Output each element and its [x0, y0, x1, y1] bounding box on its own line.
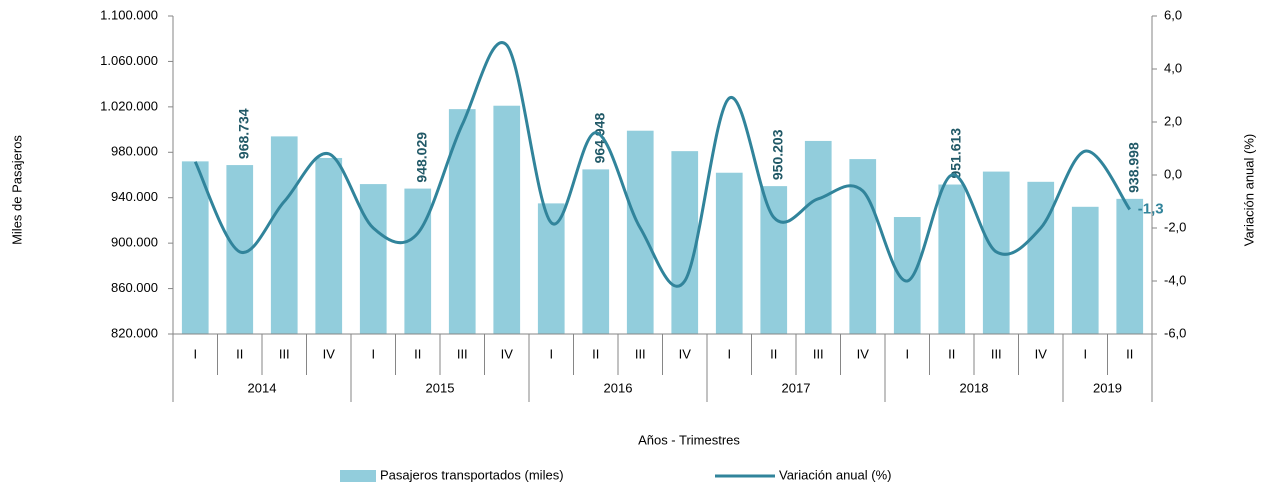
x-group-label: 2015: [426, 380, 455, 395]
x-tick-label: I: [727, 346, 731, 361]
bar: [359, 184, 387, 334]
x-tick-label: II: [414, 346, 421, 361]
x-group-label: 2019: [1093, 380, 1122, 395]
x-tick-label: II: [236, 346, 243, 361]
y2-tick-label: 0,0: [1164, 166, 1182, 181]
x-tick-label: II: [592, 346, 599, 361]
line: [193, 41, 1131, 288]
x-axis-title: Años - Trimestres: [638, 432, 740, 447]
bar: [1116, 198, 1144, 334]
legend-label: Variación anual (%): [779, 467, 891, 482]
x-tick-label: IV: [501, 346, 514, 361]
bar: [671, 151, 699, 334]
x-tick-label: III: [279, 346, 290, 361]
bar-value-label: 948.029: [413, 132, 429, 183]
x-group-label: 2016: [604, 380, 633, 395]
x-group-label: 2017: [782, 380, 811, 395]
x-tick-label: III: [457, 346, 468, 361]
bar-value-label: 968.734: [235, 108, 251, 159]
y2-tick-label: -4,0: [1164, 272, 1186, 287]
bar-value-label: 938.998: [1125, 142, 1141, 193]
x-tick-label: II: [948, 346, 955, 361]
bar: [537, 203, 565, 334]
bar-value-label: 951.613: [947, 128, 963, 179]
y2-axis-title: Variación anual (%): [1241, 134, 1256, 246]
bar-value-label: 964.948: [591, 113, 607, 164]
x-tick-label: III: [813, 346, 824, 361]
y2-tick-label: 6,0: [1164, 7, 1182, 22]
y-tick-label: 1.060.000: [100, 53, 158, 68]
x-tick-label: I: [549, 346, 553, 361]
bar: [1027, 181, 1055, 334]
bar: [493, 105, 521, 334]
bar: [582, 169, 610, 334]
y-tick-label: 860.000: [111, 280, 158, 295]
x-tick-label: IV: [1035, 346, 1048, 361]
line-value-label: -1,3: [1138, 200, 1164, 217]
y-tick-label: 940.000: [111, 189, 158, 204]
y-axis-title: Miles de Pasajeros: [9, 135, 24, 245]
y2-tick-label: 2,0: [1164, 113, 1182, 128]
y2-tick-label: -6,0: [1164, 325, 1186, 340]
bar: [849, 159, 877, 334]
y-tick-label: 980.000: [111, 144, 158, 159]
legend-swatch: [340, 470, 376, 482]
x-tick-label: IV: [323, 346, 336, 361]
y-tick-label: 1.020.000: [100, 98, 158, 113]
bar: [404, 188, 432, 334]
bar: [938, 184, 966, 334]
bar: [181, 161, 209, 334]
bar: [448, 109, 476, 334]
x-tick-label: III: [635, 346, 646, 361]
y2-tick-label: -2,0: [1164, 219, 1186, 234]
y-tick-label: 900.000: [111, 235, 158, 250]
x-tick-label: I: [193, 346, 197, 361]
x-tick-label: IV: [679, 346, 692, 361]
bar-value-label: 950.203: [769, 129, 785, 180]
y-tick-label: 1.100.000: [100, 7, 158, 22]
x-tick-label: II: [770, 346, 777, 361]
bar: [715, 172, 743, 334]
bar: [270, 136, 298, 334]
bar: [1071, 206, 1099, 334]
x-group-label: 2018: [960, 380, 989, 395]
x-tick-label: I: [371, 346, 375, 361]
y2-tick-label: 4,0: [1164, 60, 1182, 75]
bar: [315, 157, 343, 334]
bar: [804, 140, 832, 334]
x-group-label: 2014: [248, 380, 277, 395]
bar: [760, 186, 788, 334]
x-tick-label: I: [1083, 346, 1087, 361]
x-tick-label: III: [991, 346, 1002, 361]
legend-label: Pasajeros transportados (miles): [380, 467, 564, 482]
x-tick-label: II: [1126, 346, 1133, 361]
x-tick-label: IV: [857, 346, 870, 361]
y-tick-label: 820.000: [111, 325, 158, 340]
x-tick-label: I: [905, 346, 909, 361]
bar: [626, 130, 654, 334]
